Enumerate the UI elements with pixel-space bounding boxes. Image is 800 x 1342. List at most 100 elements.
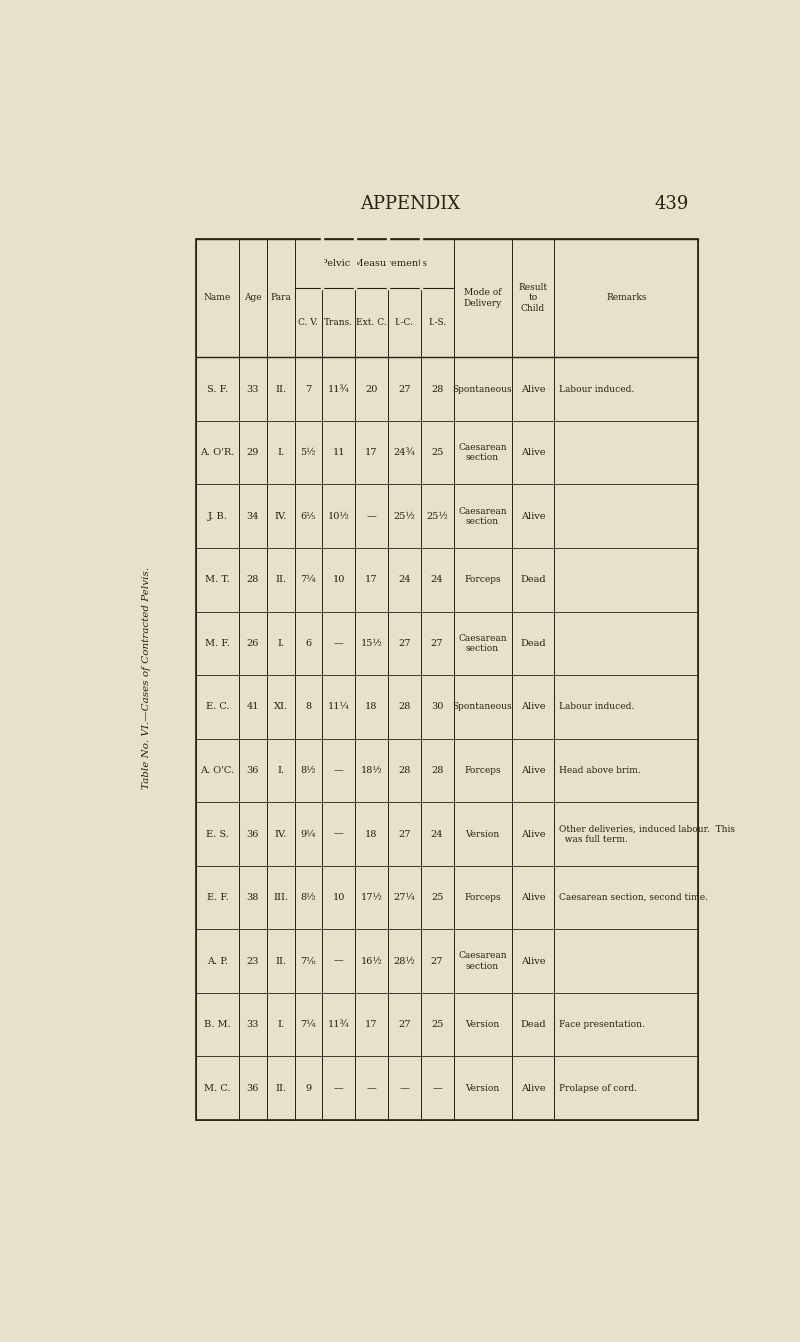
Text: Alive: Alive [521,448,546,458]
Text: 24: 24 [431,829,443,839]
Text: 24: 24 [431,576,443,584]
Text: II.: II. [275,576,286,584]
Text: 25½: 25½ [394,511,415,521]
Text: Caesarean
section: Caesarean section [458,633,507,654]
Text: Dead: Dead [520,1020,546,1029]
Text: 10: 10 [333,576,345,584]
Text: Trans.: Trans. [324,318,354,327]
Text: —: — [366,1084,376,1092]
Text: 33: 33 [246,1020,259,1029]
Text: IV.: IV. [274,829,287,839]
Text: Prolapse of cord.: Prolapse of cord. [558,1084,637,1092]
Text: 27: 27 [398,1020,410,1029]
Text: I.-C.: I.-C. [395,318,414,327]
Text: 18½: 18½ [361,766,382,774]
Text: 11: 11 [333,448,345,458]
Text: 6⅕: 6⅕ [301,511,316,521]
Text: 7⅛: 7⅛ [301,957,316,966]
Text: 25½: 25½ [426,511,448,521]
Text: II.: II. [275,385,286,393]
Text: 7: 7 [306,385,311,393]
Text: A. P.: A. P. [207,957,228,966]
Text: 15½: 15½ [361,639,382,648]
Text: Dead: Dead [520,576,546,584]
Text: 26: 26 [246,639,259,648]
Text: Forceps: Forceps [464,766,501,774]
Text: Table No. VI.—Cases of Contracted Pelvis.: Table No. VI.—Cases of Contracted Pelvis… [142,566,151,789]
Text: 16½: 16½ [361,957,382,966]
Text: Caesarean
section: Caesarean section [458,506,507,526]
Text: M. T.: M. T. [205,576,230,584]
Text: I.: I. [277,639,284,648]
Text: IV.: IV. [274,511,287,521]
Text: 28: 28 [398,702,410,711]
Text: Labour induced.: Labour induced. [558,385,634,393]
Text: Spontaneous: Spontaneous [453,385,512,393]
Text: 27: 27 [431,639,443,648]
Text: Caesarean
section: Caesarean section [458,443,507,463]
Text: 8½: 8½ [301,766,316,774]
Text: 27: 27 [431,957,443,966]
Text: 18: 18 [366,702,378,711]
Text: 9¼: 9¼ [301,829,316,839]
Text: 36: 36 [246,766,259,774]
Text: J. B.: J. B. [208,511,227,521]
Text: Other deliveries, induced labour.  This
  was full term.: Other deliveries, induced labour. This w… [558,824,734,844]
Text: Forceps: Forceps [464,892,501,902]
Text: Remarks: Remarks [606,294,646,302]
Text: —: — [432,1084,442,1092]
Text: —: — [334,957,343,966]
Text: —: — [399,1084,409,1092]
Text: 7¼: 7¼ [301,576,316,584]
Text: 17½: 17½ [361,892,382,902]
Text: 11¾: 11¾ [328,385,350,393]
Text: 7¼: 7¼ [301,1020,316,1029]
Text: 17: 17 [366,576,378,584]
Text: 6: 6 [306,639,311,648]
Text: 27: 27 [398,385,410,393]
Text: Alive: Alive [521,702,546,711]
Text: 27: 27 [398,829,410,839]
Text: 17: 17 [366,448,378,458]
Text: 28½: 28½ [394,957,415,966]
Text: 5½: 5½ [301,448,316,458]
Text: B. M.: B. M. [204,1020,231,1029]
Text: E. S.: E. S. [206,829,229,839]
Text: 30: 30 [431,702,443,711]
Text: Alive: Alive [521,511,546,521]
Text: 23: 23 [246,957,259,966]
Text: Mode of
Delivery: Mode of Delivery [463,289,502,307]
Text: Result
to
Child: Result to Child [518,283,547,313]
Text: 10: 10 [333,892,345,902]
Text: III.: III. [273,892,288,902]
Text: Alive: Alive [521,766,546,774]
Text: 28: 28 [431,766,443,774]
Text: 29: 29 [246,448,259,458]
Text: Alive: Alive [521,1084,546,1092]
Text: 36: 36 [246,829,259,839]
Text: 25: 25 [431,448,443,458]
Text: Dead: Dead [520,639,546,648]
Text: Name: Name [204,294,231,302]
Text: Labour induced.: Labour induced. [558,702,634,711]
Text: —: — [334,829,343,839]
Text: 25: 25 [431,892,443,902]
Text: 18: 18 [366,829,378,839]
Text: Age: Age [244,294,262,302]
Text: Para: Para [270,294,291,302]
Text: 10½: 10½ [328,511,350,521]
Text: 34: 34 [246,511,259,521]
Text: C. V.: C. V. [298,318,318,327]
Text: 25: 25 [431,1020,443,1029]
Text: Forceps: Forceps [464,576,501,584]
Text: M. F.: M. F. [205,639,230,648]
Text: 27¼: 27¼ [394,892,415,902]
Text: XI.: XI. [274,702,288,711]
Text: Alive: Alive [521,385,546,393]
Text: 9: 9 [306,1084,311,1092]
Text: 24: 24 [398,576,410,584]
Text: Spontaneous: Spontaneous [453,702,512,711]
Text: 33: 33 [246,385,259,393]
Text: 8: 8 [306,702,311,711]
Text: Caesarean section, second time.: Caesarean section, second time. [558,892,708,902]
